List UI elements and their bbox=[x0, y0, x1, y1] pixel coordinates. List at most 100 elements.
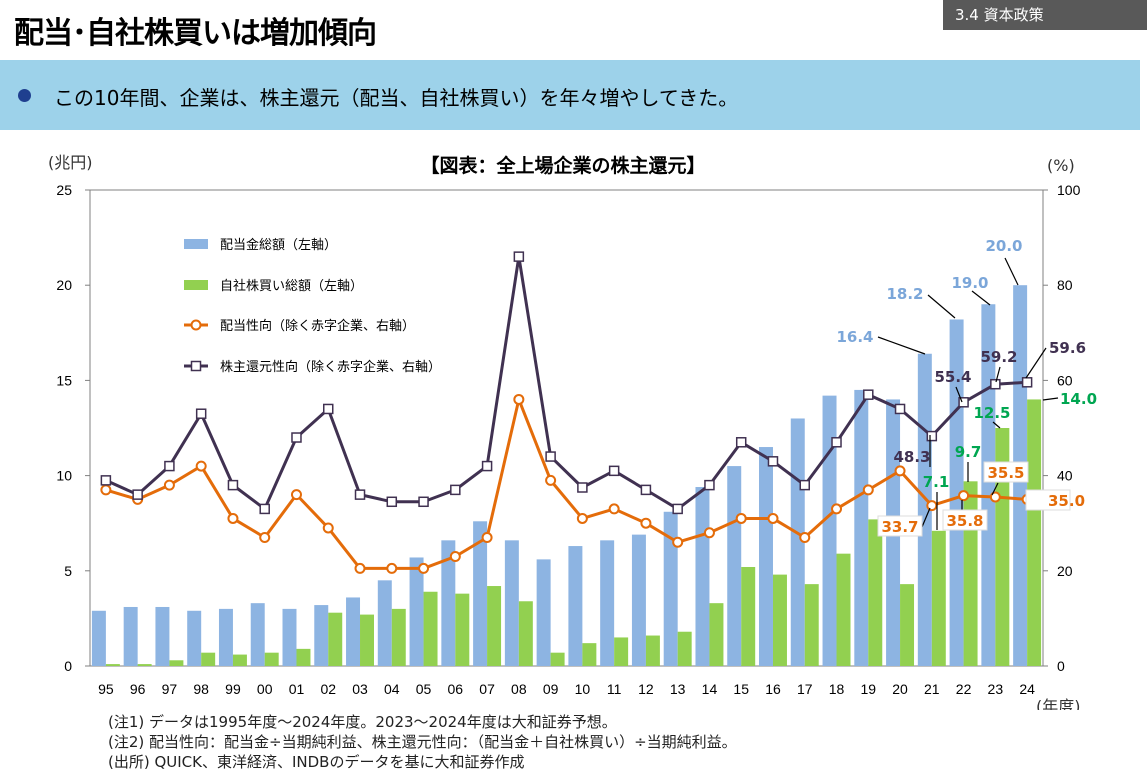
legend-payout-marker bbox=[190, 319, 202, 331]
x-axis-unit: (年度) bbox=[1036, 697, 1081, 710]
payout-leader-line bbox=[921, 507, 931, 528]
shareholder-return-marker bbox=[132, 489, 143, 500]
buyback-bar bbox=[614, 637, 629, 666]
buyback-bar bbox=[137, 664, 152, 666]
legend-buyback-swatch bbox=[184, 280, 208, 290]
legend-label: 配当性向（除く赤字企業、右軸） bbox=[220, 318, 415, 334]
x-axis-tick-label: 96 bbox=[130, 681, 146, 697]
buyback-bar bbox=[455, 593, 470, 666]
x-axis-tick-label: 07 bbox=[479, 681, 495, 697]
shareholder-return-marker bbox=[608, 465, 620, 477]
buyback-bar bbox=[1027, 399, 1042, 666]
payout-value-label: 35.5 bbox=[987, 464, 1024, 482]
return-value-label: 55.4 bbox=[934, 368, 971, 386]
dividend-bar bbox=[981, 304, 996, 666]
bullet-icon bbox=[18, 89, 31, 102]
buyback-bar bbox=[836, 553, 851, 666]
shareholder-return-marker bbox=[164, 460, 175, 472]
shareholder-return-marker bbox=[195, 408, 207, 419]
shareholder-return-marker bbox=[513, 251, 525, 262]
return-leader-line bbox=[1025, 347, 1047, 379]
x-axis-tick-label: 21 bbox=[924, 681, 940, 697]
buyback-bar bbox=[931, 530, 946, 666]
x-axis-tick-label: 15 bbox=[733, 681, 749, 697]
dividend-value-label: 18.2 bbox=[886, 285, 923, 303]
left-axis-tick-label: 20 bbox=[56, 277, 72, 293]
payout-label-box bbox=[877, 515, 923, 537]
shareholder-return-marker bbox=[354, 489, 366, 500]
dividend-bar bbox=[759, 447, 773, 666]
x-axis-tick-label: 16 bbox=[765, 681, 781, 697]
return-value-label: 59.2 bbox=[980, 348, 1017, 366]
left-axis-unit: (兆円) bbox=[48, 153, 93, 172]
payout-marker bbox=[195, 460, 207, 472]
dividend-bar bbox=[822, 395, 837, 666]
shareholder-return-marker bbox=[799, 479, 810, 491]
buyback-bar bbox=[963, 481, 978, 666]
x-axis-tick-label: 09 bbox=[543, 681, 559, 697]
payout-marker bbox=[958, 490, 970, 502]
buyback-value-label: 7.1 bbox=[923, 473, 950, 491]
summary-text: この10年間、企業は、株主還元（配当、自社株買い）を年々増やしてきた。 bbox=[54, 86, 739, 110]
buyback-bar bbox=[391, 608, 406, 666]
payout-marker bbox=[386, 562, 398, 574]
dividend-bar bbox=[155, 606, 170, 666]
note-1: (注1) データは1995年度～2024年度。2023～2024年度は大和証券予… bbox=[108, 713, 617, 731]
dividend-bar bbox=[377, 580, 392, 666]
x-axis-tick-label: 00 bbox=[257, 681, 273, 697]
dividend-leader-line bbox=[927, 294, 956, 319]
x-axis-tick-label: 11 bbox=[607, 681, 622, 697]
shareholder-return-marker bbox=[735, 437, 747, 448]
x-axis-tick-label: 24 bbox=[1019, 681, 1035, 697]
summary-banner: この10年間、企業は、株主還元（配当、自社株買い）を年々増やしてきた。 bbox=[0, 60, 1140, 130]
legend-dividend-swatch bbox=[184, 239, 208, 249]
x-axis-tick-label: 02 bbox=[320, 681, 336, 697]
payout-marker bbox=[576, 512, 588, 524]
left-axis-tick-label: 0 bbox=[64, 658, 72, 674]
shareholder-return-marker bbox=[418, 496, 429, 508]
shareholder-return-marker bbox=[481, 460, 493, 472]
payout-line bbox=[105, 397, 1028, 570]
dividend-bar bbox=[218, 608, 233, 666]
x-axis-tick-label: 06 bbox=[448, 681, 464, 697]
x-axis-tick-label: 04 bbox=[384, 681, 400, 697]
shareholder-return-marker bbox=[863, 389, 874, 400]
buyback-bar bbox=[264, 652, 279, 666]
shareholder-return-marker bbox=[958, 397, 969, 408]
buyback-bar bbox=[550, 652, 565, 666]
legend-label: 自社株買い総額（左軸） bbox=[220, 278, 363, 294]
buyback-bar bbox=[900, 584, 915, 666]
shareholder-return-marker bbox=[926, 430, 938, 442]
dividend-bar bbox=[695, 487, 710, 666]
x-axis-tick-label: 99 bbox=[225, 681, 241, 697]
buyback-bar bbox=[741, 566, 756, 666]
right-axis-tick-label: 40 bbox=[1057, 468, 1073, 484]
shareholder-return-marker bbox=[894, 403, 906, 415]
buyback-bar bbox=[772, 574, 787, 666]
buyback-bar bbox=[995, 428, 1010, 666]
x-axis-tick-label: 17 bbox=[797, 681, 813, 697]
payout-marker bbox=[545, 474, 557, 486]
left-axis-tick-label: 10 bbox=[56, 468, 72, 484]
payout-leader-line bbox=[991, 482, 999, 496]
section-tag: 3.4 資本政策 bbox=[943, 0, 1147, 30]
payout-marker bbox=[735, 512, 747, 524]
right-axis-tick-label: 100 bbox=[1057, 182, 1081, 198]
buyback-bar bbox=[868, 519, 883, 666]
buyback-bar bbox=[582, 643, 597, 666]
buyback-bar bbox=[201, 652, 216, 666]
x-axis-tick-label: 97 bbox=[162, 681, 178, 697]
buyback-value-label: 12.5 bbox=[973, 404, 1010, 422]
x-axis-tick-label: 05 bbox=[416, 681, 432, 697]
buyback-value-label: 9.7 bbox=[955, 443, 982, 461]
right-axis-tick-label: 20 bbox=[1057, 563, 1073, 579]
x-axis-tick-label: 20 bbox=[892, 681, 908, 697]
payout-marker bbox=[862, 484, 874, 496]
return-leader-line bbox=[955, 386, 963, 403]
x-axis-tick-label: 95 bbox=[98, 681, 114, 697]
payout-value-label: 35.8 bbox=[946, 512, 983, 530]
shareholder-return-marker bbox=[640, 484, 652, 496]
buyback-bar bbox=[709, 603, 724, 666]
return-value-label: 59.6 bbox=[1049, 339, 1086, 357]
payout-marker bbox=[481, 531, 493, 543]
